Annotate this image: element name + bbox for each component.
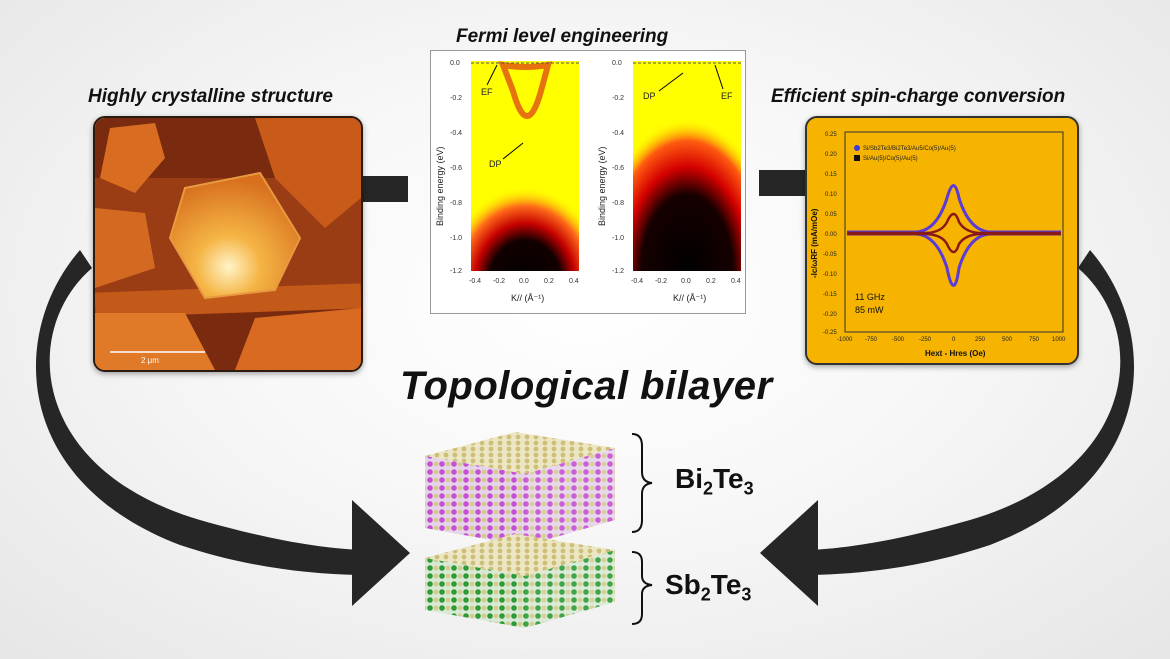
xtick: 0.4 [569,278,579,285]
ytick: -0.2 [612,95,624,102]
xtick: -0.4 [469,278,481,285]
spin-charge-plot: 0.25 0.20 0.15 0.10 0.05 0.00 -0.05 -0.1… [810,131,1066,358]
afm-image: 2 μm [95,118,361,370]
xtick: -0.2 [655,278,667,285]
xtick: -0.2 [493,278,505,285]
ytick: 0.10 [825,192,837,198]
power-label: 85 mW [855,305,884,315]
ytick: -1.0 [612,235,624,242]
ytick: -0.25 [823,330,837,336]
arpes-xlabel-left: K// (Å⁻¹) [511,293,544,303]
xtick: -0.4 [631,278,643,285]
ytick: -1.2 [612,268,624,275]
connector-bar-left [356,176,408,202]
ytick: -0.10 [823,272,837,278]
label-bi2te3: Bi2Te3 [675,463,754,499]
ytick: 0.0 [450,60,460,67]
arpes-ylabel-left: Binding energy (eV) [435,146,445,226]
sb2te3-top-face [425,534,615,576]
ytick: -0.8 [450,200,462,207]
fmr-xlabel: Hext - Hres (Oe) [925,349,986,358]
xtick: -250 [919,337,932,343]
arrowhead-right [760,500,818,606]
ytick: -0.6 [450,165,462,172]
scale-bar-label: 2 μm [141,356,159,365]
ytick: 0.20 [825,152,837,158]
bi2te3-front-face [425,456,525,546]
frequency-label: 11 GHz [855,292,885,302]
ef-label-right: EF [721,91,733,101]
bi2te3-side-face [525,448,615,546]
ytick: -0.20 [823,312,837,318]
bi2te3-top-face [425,432,615,474]
ytick: -1.2 [450,268,462,275]
fmr-ylabel: -Ic/ωRF (mA/mOe) [810,208,819,278]
curve-bilayer-bottom [847,232,1061,287]
ytick: -0.4 [450,130,462,137]
arrowhead-left [352,500,410,606]
xtick: 0 [952,337,956,343]
brace-bi2te3 [631,433,653,533]
afm-image-panel: 2 μm [93,116,363,372]
ef-label-left: EF [481,87,493,97]
label-sb2te3: Sb2Te3 [665,569,752,605]
xtick: 0.0 [681,278,691,285]
sb2te3-side-face [525,550,615,628]
arpes-plots: 0.0 -0.2 -0.4 -0.6 -0.8 -1.0 -1.2 0.0 -0… [435,60,741,303]
ytick: -0.15 [823,292,837,298]
ytick: -0.05 [823,252,837,258]
title-topological-bilayer: Topological bilayer [400,364,773,408]
xtick: 1000 [1052,337,1066,343]
sb2te3-front-face [425,558,525,628]
xtick: 0.2 [706,278,716,285]
curve-reference-top [847,212,1061,235]
title-fermi: Fermi level engineering [456,26,669,47]
ytick: -0.2 [450,95,462,102]
arpes-xlabel-right: K// (Å⁻¹) [673,293,706,303]
xtick: 250 [975,337,986,343]
title-crystalline: Highly crystalline structure [88,86,333,107]
brace-sb2te3 [631,551,653,625]
ytick: 0.15 [825,172,837,178]
xtick: -500 [892,337,905,343]
curved-arrow-right [810,250,1135,575]
crystal-stack [425,432,615,628]
xtick: 0.0 [519,278,529,285]
xtick: 500 [1002,337,1013,343]
spin-charge-panel: 0.25 0.20 0.15 0.10 0.05 0.00 -0.05 -0.1… [805,116,1079,365]
ytick: 0.00 [825,232,837,238]
ytick: -0.8 [612,200,624,207]
dp-label-left: DP [489,159,502,169]
xtick: -1000 [837,337,853,343]
arpes-panel: 0.0 -0.2 -0.4 -0.6 -0.8 -1.0 -1.2 0.0 -0… [430,50,746,314]
xtick: 750 [1029,337,1040,343]
xtick: 0.2 [544,278,554,285]
curve-bilayer-top [847,184,1061,234]
title-spin-charge: Efficient spin-charge conversion [771,86,1066,107]
ytick: -0.4 [612,130,624,137]
arpes-ylabel-right: Binding energy (eV) [597,146,607,226]
ytick: 0.0 [612,60,622,67]
ytick: -1.0 [450,235,462,242]
ytick: -0.6 [612,165,624,172]
legend-marker [854,145,860,151]
connector-bar-right [759,170,807,196]
curve-reference-bottom [847,232,1061,254]
xtick: -750 [865,337,878,343]
ytick: 0.25 [825,132,837,138]
ytick: 0.05 [825,212,837,218]
layer-braces [631,433,653,625]
legend-label: Si/Au(5)/Co(5)/Au(5) [863,156,918,162]
dp-label-right: DP [643,91,656,101]
curved-arrow-left [35,250,360,575]
xtick: 0.4 [731,278,741,285]
legend-label: Si/Sb2Te3/Bi2Te3/Au5/Co(5)/Au(5) [863,146,956,152]
legend-marker [854,155,860,161]
